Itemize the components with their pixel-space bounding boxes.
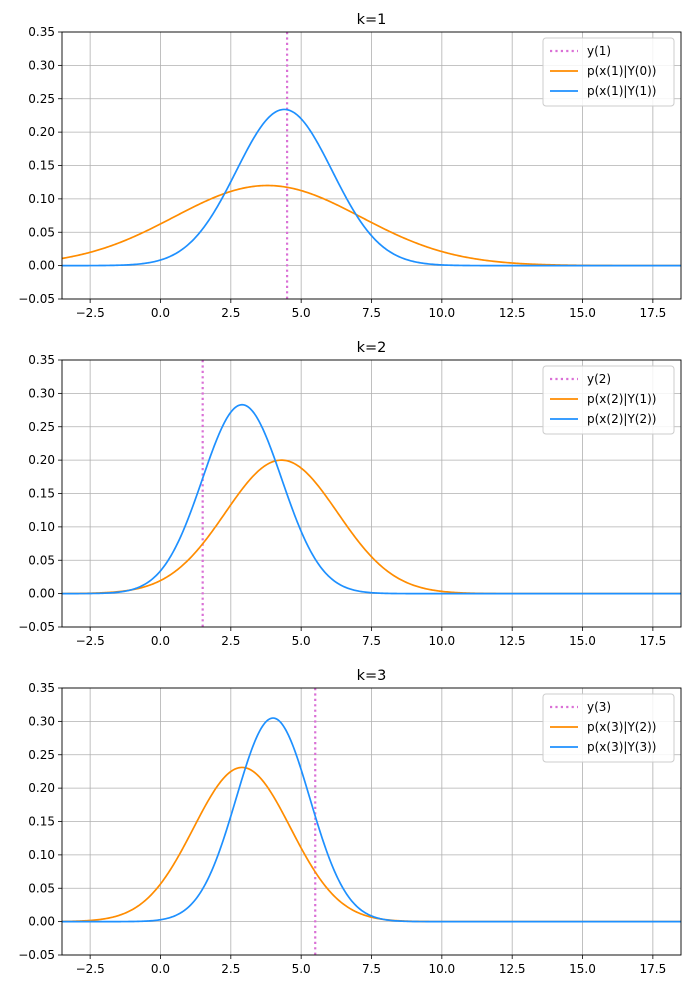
x-tick-label: 7.5 xyxy=(362,306,381,320)
y-tick-label: −0.05 xyxy=(18,292,55,306)
y-tick-label: 0.25 xyxy=(28,420,55,434)
x-tick-label: 2.5 xyxy=(221,634,240,648)
subplot-3: −2.5 0.0 2.5 5.0 7.5 10.0 12.5 15.0 17.5 −0.05 0.0… xyxy=(18,668,682,976)
y-tick-label: 0.15 xyxy=(28,159,55,173)
x-tick-label: 17.5 xyxy=(640,306,667,320)
axes-frame xyxy=(61,687,682,956)
legend-label: p(x(3)|Y(3)) xyxy=(587,740,656,754)
y-tick-label: 0.30 xyxy=(28,386,55,400)
data-layer xyxy=(62,32,681,299)
y-tick-label: 0.15 xyxy=(28,815,55,829)
legend-label: y(2) xyxy=(587,372,611,386)
y-tick-label: 0.05 xyxy=(28,881,55,895)
chart-title: k=3 xyxy=(357,668,387,684)
x-tick-label: 17.5 xyxy=(640,634,667,648)
series-line-posterior xyxy=(62,108,681,267)
x-tick-label: 5.0 xyxy=(292,306,311,320)
y-tick-label: 0.10 xyxy=(28,520,55,534)
series-line-posterior xyxy=(62,403,681,595)
legend-label: p(x(3)|Y(2)) xyxy=(587,720,656,734)
data-layer xyxy=(62,360,681,627)
y-tick-label: −0.05 xyxy=(18,948,55,962)
x-tick-label: 10.0 xyxy=(428,634,455,648)
x-tick-label: 12.5 xyxy=(499,306,526,320)
legend: y(2) p(x(2)|Y(1)) p(x(2)|Y(2)) xyxy=(542,365,675,435)
y-tick-label: 0.25 xyxy=(28,748,55,762)
y-tick-label: 0.30 xyxy=(28,58,55,72)
x-tick-label: 7.5 xyxy=(362,634,381,648)
x-tick-label: 5.0 xyxy=(292,634,311,648)
subplot-1: −2.5 0.0 2.5 5.0 7.5 10.0 12.5 15.0 17.5 −0.05 0.0… xyxy=(18,12,682,320)
chart-title: k=1 xyxy=(357,12,387,28)
legend-label: p(x(1)|Y(0)) xyxy=(587,64,656,78)
legend: y(3) p(x(3)|Y(2)) p(x(3)|Y(3)) xyxy=(542,693,675,763)
legend-box xyxy=(542,37,675,107)
x-tick-label: 15.0 xyxy=(569,634,596,648)
y-tick-label: 0.05 xyxy=(28,225,55,239)
legend: y(1) p(x(1)|Y(0)) p(x(1)|Y(1)) xyxy=(542,37,675,107)
x-tick-label: 2.5 xyxy=(221,306,240,320)
x-tick-label: −2.5 xyxy=(76,306,105,320)
y-tick-label: 0.35 xyxy=(28,681,55,695)
y-tick-label: 0.35 xyxy=(28,25,55,39)
legend-label: p(x(2)|Y(1)) xyxy=(587,392,656,406)
subplot-2: −2.5 0.0 2.5 5.0 7.5 10.0 12.5 15.0 17.5 −0.05 0.0… xyxy=(18,340,682,648)
y-tick-label: 0.05 xyxy=(28,553,55,567)
y-tick-label: 0.30 xyxy=(28,714,55,728)
y-tick-label: 0.10 xyxy=(28,848,55,862)
y-tick-label: 0.20 xyxy=(28,125,55,139)
x-tick-label: 0.0 xyxy=(151,306,170,320)
y-tick-label: 0.15 xyxy=(28,487,55,501)
y-tick-label: 0.10 xyxy=(28,192,55,206)
legend-label: y(3) xyxy=(587,700,611,714)
x-tick-label: 12.5 xyxy=(499,634,526,648)
y-tick-label: −0.05 xyxy=(18,620,55,634)
y-tick-label: 0.00 xyxy=(28,259,55,273)
legend-label: y(1) xyxy=(587,44,611,58)
x-tick-label: 2.5 xyxy=(221,962,240,976)
series-line-posterior xyxy=(62,717,681,923)
y-tick-label: 0.00 xyxy=(28,587,55,601)
legend-box xyxy=(542,365,675,435)
x-tick-label: 15.0 xyxy=(569,306,596,320)
x-tick-label: −2.5 xyxy=(76,634,105,648)
legend-box xyxy=(542,693,675,763)
y-tick-label: 0.25 xyxy=(28,92,55,106)
axes-frame xyxy=(61,359,682,628)
x-tick-label: 5.0 xyxy=(292,962,311,976)
legend-label: p(x(1)|Y(1)) xyxy=(587,84,656,98)
x-tick-label: −2.5 xyxy=(76,962,105,976)
y-tick-label: 0.35 xyxy=(28,353,55,367)
y-tick-label: 0.20 xyxy=(28,781,55,795)
x-tick-label: 12.5 xyxy=(499,962,526,976)
x-tick-label: 15.0 xyxy=(569,962,596,976)
chart-title: k=2 xyxy=(357,340,387,356)
x-tick-label: 7.5 xyxy=(362,962,381,976)
data-layer xyxy=(62,688,681,955)
y-tick-label: 0.00 xyxy=(28,915,55,929)
y-tick-label: 0.20 xyxy=(28,453,55,467)
x-tick-label: 0.0 xyxy=(151,962,170,976)
x-tick-label: 0.0 xyxy=(151,634,170,648)
axes-frame xyxy=(61,31,682,300)
x-tick-label: 10.0 xyxy=(428,962,455,976)
legend-label: p(x(2)|Y(2)) xyxy=(587,412,656,426)
x-tick-label: 17.5 xyxy=(640,962,667,976)
x-tick-label: 10.0 xyxy=(428,306,455,320)
